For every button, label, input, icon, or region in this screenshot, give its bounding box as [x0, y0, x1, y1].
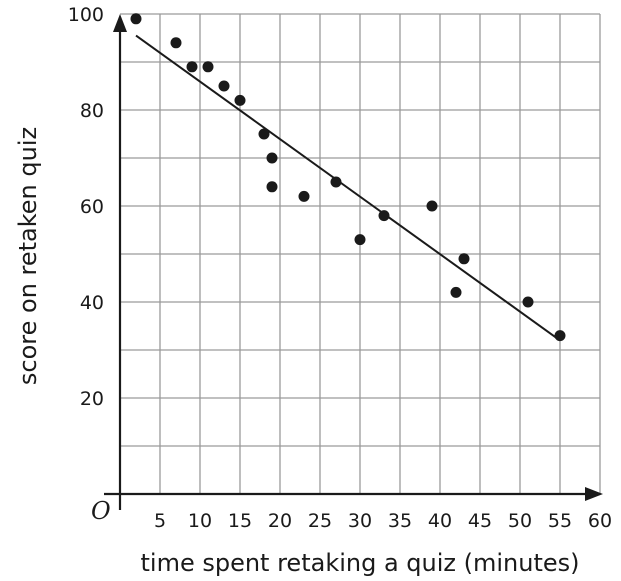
data-point — [450, 286, 462, 298]
data-point — [330, 176, 342, 188]
y-tick-label: 80 — [80, 100, 104, 122]
data-point — [378, 210, 390, 222]
x-tick-label: 50 — [508, 510, 532, 532]
x-tick-label: 45 — [468, 510, 492, 532]
grid — [120, 13, 601, 494]
x-axis-arrow — [585, 487, 603, 501]
data-point — [170, 37, 182, 49]
data-point — [218, 80, 230, 92]
x-tick-label: 30 — [348, 510, 372, 532]
x-tick-label: 25 — [308, 510, 332, 532]
data-points — [130, 13, 566, 342]
data-point — [234, 94, 246, 106]
data-point — [186, 61, 198, 73]
data-point — [266, 152, 278, 164]
trend-line — [135, 34, 561, 342]
y-axis-title: score on retaken quiz — [14, 127, 42, 385]
x-tick-label: 60 — [588, 510, 612, 532]
x-tick-label: 15 — [228, 510, 252, 532]
trend-line-group — [135, 34, 561, 342]
y-axis-arrow — [113, 14, 127, 32]
origin-label: O — [91, 497, 111, 525]
y-tick-label: 60 — [80, 196, 104, 218]
data-point — [554, 330, 566, 342]
x-tick-label: 40 — [428, 510, 452, 532]
data-point — [458, 253, 470, 265]
y-tick-label: 100 — [68, 4, 104, 26]
tick-labels: 5 10 15 20 25 30 35 40 45 50 55 60 20 40 60 80 100 — [68, 4, 612, 532]
data-point — [130, 13, 142, 25]
data-point — [354, 234, 366, 246]
y-tick-label: 20 — [80, 388, 104, 410]
data-point — [426, 200, 438, 212]
y-tick-label: 40 — [80, 292, 104, 314]
x-axis-title: time spent retaking a quiz (minutes) — [140, 549, 579, 577]
x-tick-label: 20 — [268, 510, 292, 532]
x-tick-label: 35 — [388, 510, 412, 532]
data-point — [522, 296, 534, 308]
x-tick-label: 10 — [188, 510, 212, 532]
x-tick-label: 55 — [548, 510, 572, 532]
data-point — [202, 61, 214, 73]
axes — [104, 14, 603, 510]
data-point — [258, 128, 270, 140]
data-point — [266, 181, 278, 193]
data-point — [298, 190, 310, 202]
x-tick-label: 5 — [154, 510, 166, 532]
